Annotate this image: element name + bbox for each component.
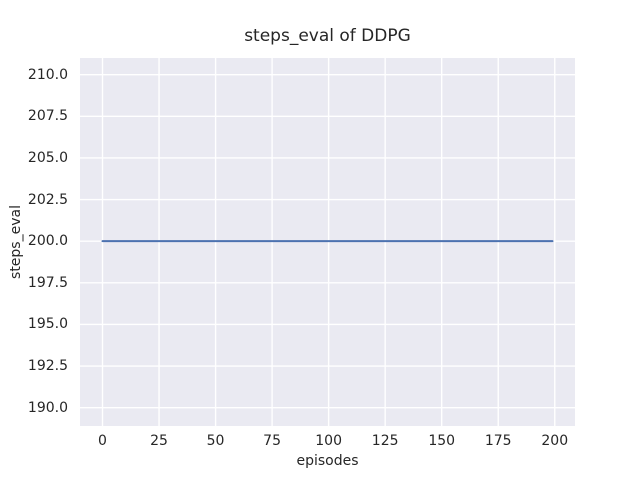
x-tick-label: 50 [206,433,225,449]
y-tick-label: 195.0 [27,316,68,333]
x-tick-label: 175 [484,433,512,449]
x-tick-label: 150 [428,433,456,449]
x-tick-label: 75 [263,433,281,449]
y-tick-label: 205.0 [27,149,68,166]
y-tick-label: 192.5 [27,358,68,375]
y-tick-label: 207.5 [27,108,68,125]
x-tick-label: 0 [98,433,107,449]
y-tick-label: 200.0 [27,233,68,250]
y-tick-label: 197.5 [27,274,68,291]
y-tick-label: 190.0 [27,399,68,416]
x-tick-label: 200 [541,433,569,449]
y-tick-label: 202.5 [27,191,68,208]
x-axis-label: episodes [296,453,359,469]
chart-title: steps_eval of DDPG [244,26,411,46]
x-tick-label: 25 [150,433,168,449]
y-tick-label: 210.0 [27,66,68,83]
x-tick-label: 125 [371,433,399,449]
x-tick-label: 100 [315,433,342,449]
